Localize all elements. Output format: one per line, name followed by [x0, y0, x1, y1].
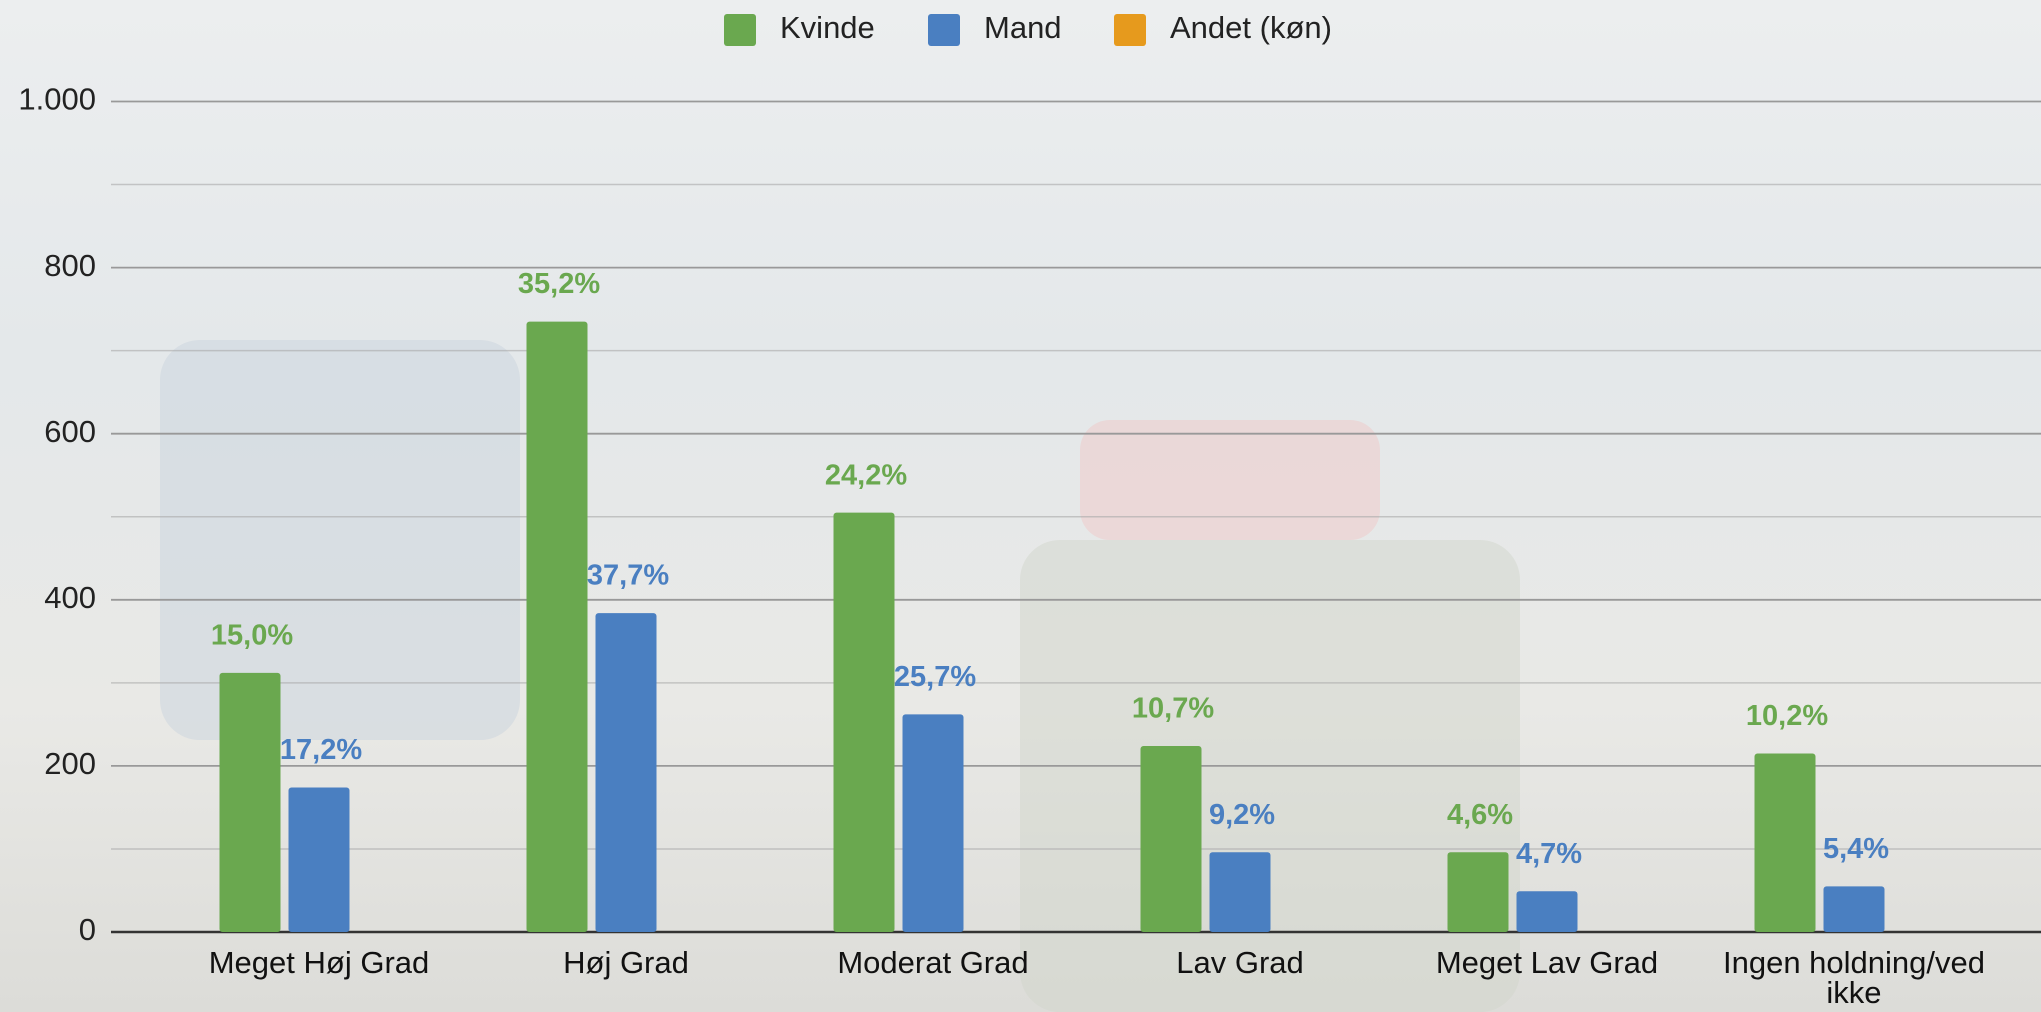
photo-shape	[1020, 540, 1520, 1012]
bar	[833, 512, 895, 932]
photo-shape	[1080, 420, 1380, 540]
value-label: 15,0%	[211, 620, 293, 652]
y-tick-label: 600	[44, 414, 96, 449]
bar	[526, 321, 588, 932]
y-tick-label: 0	[79, 912, 96, 947]
legend-swatch	[928, 14, 960, 46]
legend-swatch	[724, 14, 756, 46]
bar	[595, 613, 657, 932]
value-label: 37,7%	[587, 560, 669, 592]
x-tick-label: Moderat Grad	[837, 945, 1028, 980]
value-label: 35,2%	[518, 268, 600, 300]
bar	[1209, 852, 1271, 932]
bar	[1140, 745, 1202, 932]
x-tick-label: Lav Grad	[1176, 945, 1304, 980]
bar	[1823, 886, 1885, 932]
bar	[219, 672, 281, 932]
x-tick-label: Meget Lav Grad	[1436, 945, 1658, 980]
y-tick-label: 200	[44, 746, 96, 781]
value-label: 9,2%	[1209, 799, 1275, 831]
bar	[1754, 753, 1816, 932]
bar	[1447, 852, 1509, 932]
legend-swatch	[1114, 14, 1146, 46]
value-label: 25,7%	[894, 661, 976, 693]
value-label: 24,2%	[825, 459, 907, 491]
value-label: 10,7%	[1132, 693, 1214, 725]
value-label: 4,6%	[1447, 799, 1513, 831]
bar	[1516, 891, 1578, 932]
bar	[288, 787, 350, 932]
legend-label: Mand	[984, 10, 1062, 45]
bar	[902, 714, 964, 932]
photo-shape	[160, 340, 520, 740]
value-label: 4,7%	[1516, 838, 1582, 870]
x-tick-label: Ingen holdning/ved ikke	[1723, 945, 1985, 1010]
y-tick-label: 400	[44, 580, 96, 615]
x-tick-label: Meget Høj Grad	[209, 945, 430, 980]
y-tick-label: 1.000	[18, 82, 96, 117]
legend-label: Kvinde	[780, 10, 875, 45]
y-tick-label: 800	[44, 248, 96, 283]
value-label: 10,2%	[1746, 700, 1828, 732]
x-tick-label: Høj Grad	[563, 945, 689, 980]
legend-label: Andet (køn)	[1170, 10, 1332, 45]
value-label: 17,2%	[280, 734, 362, 766]
value-label: 5,4%	[1823, 833, 1889, 865]
